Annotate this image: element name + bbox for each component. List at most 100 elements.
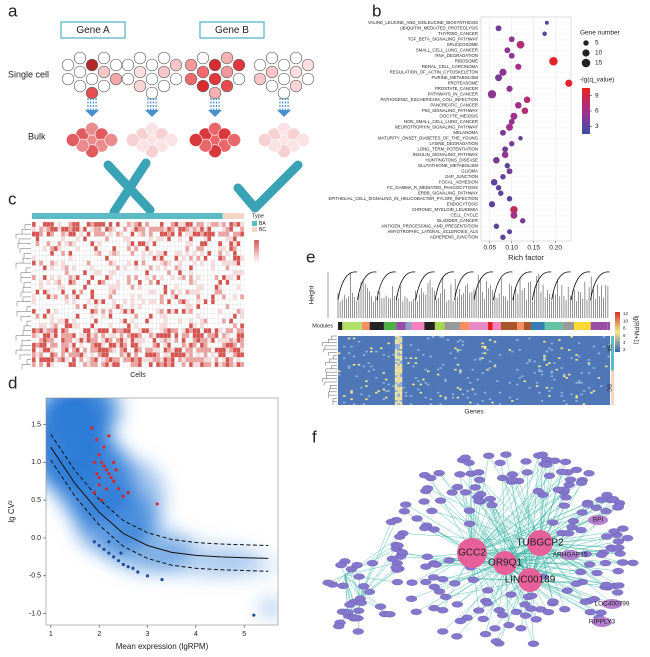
heat-cell <box>215 338 219 343</box>
bulk-cell <box>66 134 79 147</box>
heat-cell <box>400 361 402 363</box>
heat-cell <box>149 232 153 237</box>
heat-cell <box>160 324 164 329</box>
heat-cell <box>204 328 208 333</box>
point <box>102 548 105 551</box>
category-label: REGULATION_OF_ACTIN_CYTOSKELETON <box>390 69 478 74</box>
heat-cell <box>54 328 58 333</box>
heat-cell <box>76 333 80 338</box>
heat-cell <box>36 319 40 324</box>
heat-cell <box>160 261 164 266</box>
heat-cell <box>427 384 429 386</box>
heat-cell <box>233 280 237 285</box>
heat-cell <box>392 385 394 387</box>
heat-cell <box>178 261 182 266</box>
heat-cell <box>218 261 222 266</box>
row-dendro <box>21 273 31 278</box>
heat-cell <box>43 251 47 256</box>
heat-cell <box>167 324 171 329</box>
heat-cell <box>87 304 91 309</box>
heat-cell <box>343 357 345 359</box>
heat-cell <box>486 349 488 351</box>
heat-cell <box>348 367 350 369</box>
heat-cell <box>76 357 80 362</box>
heat-cell <box>153 324 157 329</box>
heat-cell <box>400 371 402 373</box>
heat-cell <box>54 232 58 237</box>
gene-node <box>399 508 410 514</box>
heat-cell <box>142 348 146 353</box>
heat-cell <box>156 241 160 246</box>
heat-cell <box>536 385 538 387</box>
heat-cell <box>368 362 370 364</box>
heat-cell <box>72 290 76 295</box>
heat-cell <box>229 285 233 290</box>
x-axis-label: Genes <box>464 409 484 416</box>
heat-cell <box>69 314 73 319</box>
cell <box>134 66 146 78</box>
heat-cell <box>222 285 226 290</box>
heat-cell <box>149 324 153 329</box>
heat-cell <box>380 348 382 350</box>
bubble <box>565 80 572 87</box>
heat-cell <box>459 371 461 373</box>
heat-cell <box>58 290 62 295</box>
gene-node <box>333 623 344 629</box>
point <box>131 567 134 570</box>
heat-cell <box>47 232 51 237</box>
heat-cell <box>215 295 219 300</box>
heat-cell <box>105 333 109 338</box>
heat-cell <box>160 309 164 314</box>
heat-cell <box>83 357 87 362</box>
heat-cell <box>546 364 548 366</box>
heat-cell <box>94 251 98 256</box>
heat-cell <box>134 324 138 329</box>
heat-cell <box>134 362 138 367</box>
heat-cell <box>200 362 204 367</box>
module-segment <box>501 322 517 330</box>
heat-cell <box>98 237 102 242</box>
heat-cell <box>58 256 62 261</box>
heat-cell <box>116 295 120 300</box>
category-label: MATURITY_ONSET_DIABETES_OF_THE_YOUNG <box>378 135 479 140</box>
heat-cell <box>442 364 444 366</box>
heat-cell <box>240 314 244 319</box>
heat-cell <box>218 246 222 251</box>
heat-cell <box>142 237 146 242</box>
heat-cell <box>171 304 175 309</box>
heat-cell <box>237 290 241 295</box>
gene-node <box>429 584 440 590</box>
heat-cell <box>164 270 168 275</box>
heat-cell <box>496 380 498 382</box>
row-dendro <box>326 362 337 365</box>
heat-cell <box>395 352 397 354</box>
heat-cell <box>61 314 65 319</box>
heat-cell <box>175 304 179 309</box>
heat-cell <box>76 290 80 295</box>
heat-cell <box>182 324 186 329</box>
gene-node <box>601 582 612 588</box>
cell <box>266 52 278 64</box>
heat-cell <box>237 270 241 275</box>
heat-cell <box>175 295 179 300</box>
heat-cell <box>171 256 175 261</box>
heat-cell <box>186 227 190 232</box>
heat-cell <box>120 309 124 314</box>
heat-cell <box>211 261 215 266</box>
heat-cell <box>164 227 168 232</box>
heat-cell <box>58 275 62 280</box>
heat-cell <box>112 299 116 304</box>
heat-cell <box>397 387 399 389</box>
gene-node <box>601 534 612 540</box>
heat-cell <box>410 344 412 346</box>
point <box>93 540 96 543</box>
bubble <box>520 218 525 223</box>
gene-node <box>601 508 612 514</box>
heat-cell <box>36 309 40 314</box>
heat-cell <box>237 357 241 362</box>
module-segment <box>469 322 488 330</box>
heat-cell <box>83 275 87 280</box>
bubble <box>500 174 505 179</box>
heat-cell <box>222 309 226 314</box>
